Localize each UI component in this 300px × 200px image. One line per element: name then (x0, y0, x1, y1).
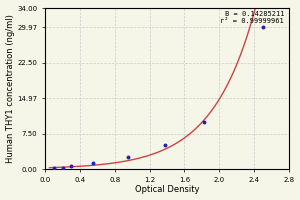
X-axis label: Optical Density: Optical Density (135, 185, 199, 194)
Point (125, 156, 130, 159)
Point (51, 167, 56, 170)
Point (91, 162, 95, 165)
Point (201, 120, 206, 123)
Point (260, 25, 265, 29)
Point (163, 144, 168, 147)
Y-axis label: Human THY1 concentration (ng/ml): Human THY1 concentration (ng/ml) (6, 14, 15, 163)
Point (69, 164, 74, 168)
Point (60, 166, 65, 169)
Text: B = 0.14285211
r² = 0.99999961: B = 0.14285211 r² = 0.99999961 (220, 11, 284, 24)
